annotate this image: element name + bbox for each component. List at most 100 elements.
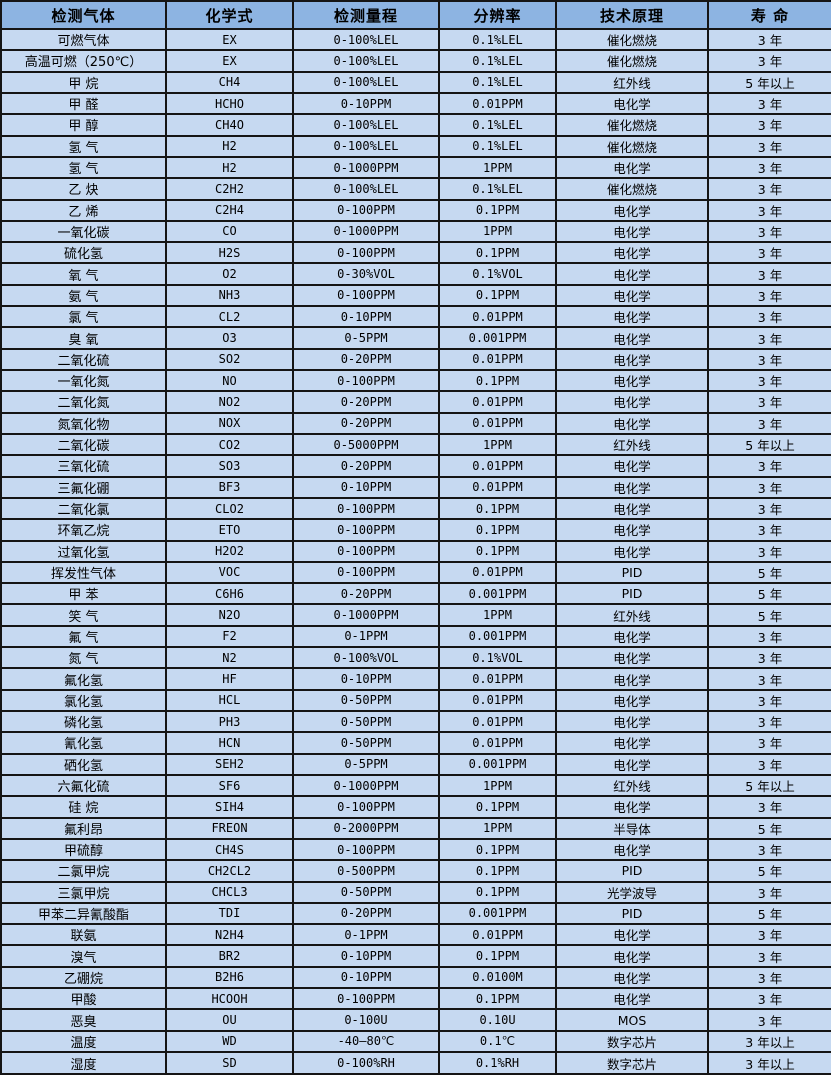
resolution-cell: 0.01PPM <box>438 731 557 755</box>
gas-name-cell: 三氧化硫 <box>0 454 167 478</box>
chemical-formula-cell: CLO2 <box>165 496 294 521</box>
detection-range-cell: 0-5PPM <box>292 752 440 776</box>
technology-cell: 电化学 <box>555 91 709 116</box>
technology-cell: PID <box>555 901 709 926</box>
resolution-cell: 0.1PPM <box>438 198 557 222</box>
technology-cell: 电化学 <box>555 731 709 755</box>
detection-range-cell: 0-10PPM <box>292 667 440 691</box>
technology-cell: 电化学 <box>555 709 709 734</box>
gas-name-cell: 氯化氢 <box>0 688 167 713</box>
technology-cell: 电化学 <box>555 944 709 968</box>
lifespan-cell: 3 年 <box>707 752 831 776</box>
gas-name-cell: 联氨 <box>0 923 167 947</box>
resolution-cell: 0.001PPM <box>438 326 557 350</box>
lifespan-cell: 3 年以上 <box>707 1029 831 1054</box>
resolution-cell: 1PPM <box>438 816 557 840</box>
gas-name-cell: 甲苯二异氰酸酯 <box>0 901 167 926</box>
resolution-cell: 1PPM <box>438 603 557 627</box>
table-row: 温度 WD -40—80℃ 0.1℃ 数字芯片 3 年以上 <box>0 1029 831 1054</box>
detection-range-cell: 0-100PPM <box>292 518 440 542</box>
lifespan-cell: 3 年 <box>707 965 831 990</box>
detection-range-cell: 0-100PPM <box>292 795 440 819</box>
table-row: 六氟化硫 SF6 0-1000PPM 1PPM 红外线 5 年以上 <box>0 773 831 798</box>
detection-range-cell: 0-20PPM <box>292 582 440 606</box>
detection-range-cell: 0-10PPM <box>292 475 440 499</box>
lifespan-cell: 3 年 <box>707 347 831 372</box>
lifespan-cell: 3 年 <box>707 198 831 222</box>
gas-name-cell: 硅 烷 <box>0 795 167 819</box>
chemical-formula-cell: F2 <box>165 624 294 649</box>
chemical-formula-cell: WD <box>165 1029 294 1054</box>
technology-cell: 电化学 <box>555 368 709 393</box>
column-header-gas-name: 检测气体 <box>0 0 167 30</box>
gas-name-cell: 甲硫醇 <box>0 837 167 862</box>
table-row: 二氧化氯 CLO2 0-100PPM 0.1PPM 电化学 3 年 <box>0 496 831 521</box>
lifespan-cell: 3 年 <box>707 411 831 435</box>
detection-range-cell: 0-50PPM <box>292 731 440 755</box>
table-row: 氯化氢 HCL 0-50PPM 0.01PPM 电化学 3 年 <box>0 688 831 713</box>
detection-range-cell: 0-50PPM <box>292 688 440 713</box>
chemical-formula-cell: NOX <box>165 411 294 435</box>
table-row: 一氧化氮 NO 0-100PPM 0.1PPM 电化学 3 年 <box>0 368 831 393</box>
technology-cell: 电化学 <box>555 646 709 670</box>
chemical-formula-cell: HCL <box>165 688 294 713</box>
detection-range-cell: 0-1PPM <box>292 923 440 947</box>
table-row: 氯 气 CL2 0-10PPM 0.01PPM 电化学 3 年 <box>0 305 831 329</box>
gas-name-cell: 甲 醇 <box>0 113 167 137</box>
chemical-formula-cell: FREON <box>165 816 294 840</box>
table-row: 可燃气体 EX 0-100%LEL 0.1%LEL 催化燃烧 3 年 <box>0 27 831 52</box>
resolution-cell: 0.001PPM <box>438 624 557 649</box>
resolution-cell: 0.1PPM <box>438 944 557 968</box>
gas-name-cell: 三氯甲烷 <box>0 880 167 904</box>
resolution-cell: 0.001PPM <box>438 752 557 776</box>
lifespan-cell: 3 年 <box>707 155 831 180</box>
lifespan-cell: 5 年 <box>707 816 831 840</box>
gas-name-cell: 笑 气 <box>0 603 167 627</box>
table-row: 甲 醛 HCHO 0-10PPM 0.01PPM 电化学 3 年 <box>0 91 831 116</box>
detection-range-cell: 0-1000PPM <box>292 219 440 244</box>
detection-range-cell: 0-5000PPM <box>292 432 440 457</box>
lifespan-cell: 3 年 <box>707 219 831 244</box>
technology-cell: 催化燃烧 <box>555 49 709 73</box>
table-row: 笑 气 N2O 0-1000PPM 1PPM 红外线 5 年 <box>0 603 831 627</box>
detection-range-cell: 0-20PPM <box>292 454 440 478</box>
gas-name-cell: 六氟化硫 <box>0 773 167 798</box>
resolution-cell: 1PPM <box>438 155 557 180</box>
technology-cell: PID <box>555 582 709 606</box>
detection-range-cell: 0-100PPM <box>292 987 440 1011</box>
resolution-cell: 0.1%LEL <box>438 177 557 201</box>
detection-range-cell: 0-100%LEL <box>292 113 440 137</box>
gas-name-cell: 甲 烷 <box>0 70 167 94</box>
chemical-formula-cell: VOC <box>165 560 294 585</box>
detection-range-cell: 0-100%LEL <box>292 27 440 52</box>
chemical-formula-cell: HF <box>165 667 294 691</box>
table-row: 甲苯二异氰酸酯 TDI 0-20PPM 0.001PPM PID 5 年 <box>0 901 831 926</box>
chemical-formula-cell: SD <box>165 1051 294 1075</box>
gas-name-cell: 一氧化碳 <box>0 219 167 244</box>
resolution-cell: 0.1PPM <box>438 987 557 1011</box>
detection-range-cell: 0-20PPM <box>292 390 440 414</box>
gas-name-cell: 挥发性气体 <box>0 560 167 585</box>
technology-cell: 电化学 <box>555 390 709 414</box>
gas-name-cell: 氨 气 <box>0 283 167 308</box>
table-row: 三氧化硫 SO3 0-20PPM 0.01PPM 电化学 3 年 <box>0 454 831 478</box>
technology-cell: 光学波导 <box>555 880 709 904</box>
gas-name-cell: 臭 氧 <box>0 326 167 350</box>
detection-range-cell: 0-100%LEL <box>292 134 440 158</box>
resolution-cell: 1PPM <box>438 432 557 457</box>
table-row: 甲酸 HCOOH 0-100PPM 0.1PPM 电化学 3 年 <box>0 987 831 1011</box>
chemical-formula-cell: SO2 <box>165 347 294 372</box>
lifespan-cell: 3 年 <box>707 49 831 73</box>
gas-name-cell: 氮 气 <box>0 646 167 670</box>
technology-cell: 催化燃烧 <box>555 113 709 137</box>
lifespan-cell: 5 年 <box>707 901 831 926</box>
table-body: 可燃气体 EX 0-100%LEL 0.1%LEL 催化燃烧 3 年高温可燃（250℃） E… <box>0 27 831 1075</box>
detection-range-cell: 0-100PPM <box>292 837 440 862</box>
lifespan-cell: 3 年 <box>707 454 831 478</box>
resolution-cell: 0.10U <box>438 1008 557 1032</box>
gas-name-cell: 高温可燃（250℃） <box>0 49 167 73</box>
table-row: 甲 烷 CH4 0-100%LEL 0.1%LEL 红外线 5 年以上 <box>0 70 831 94</box>
column-header-lifespan: 寿 命 <box>707 0 831 30</box>
chemical-formula-cell: NO <box>165 368 294 393</box>
